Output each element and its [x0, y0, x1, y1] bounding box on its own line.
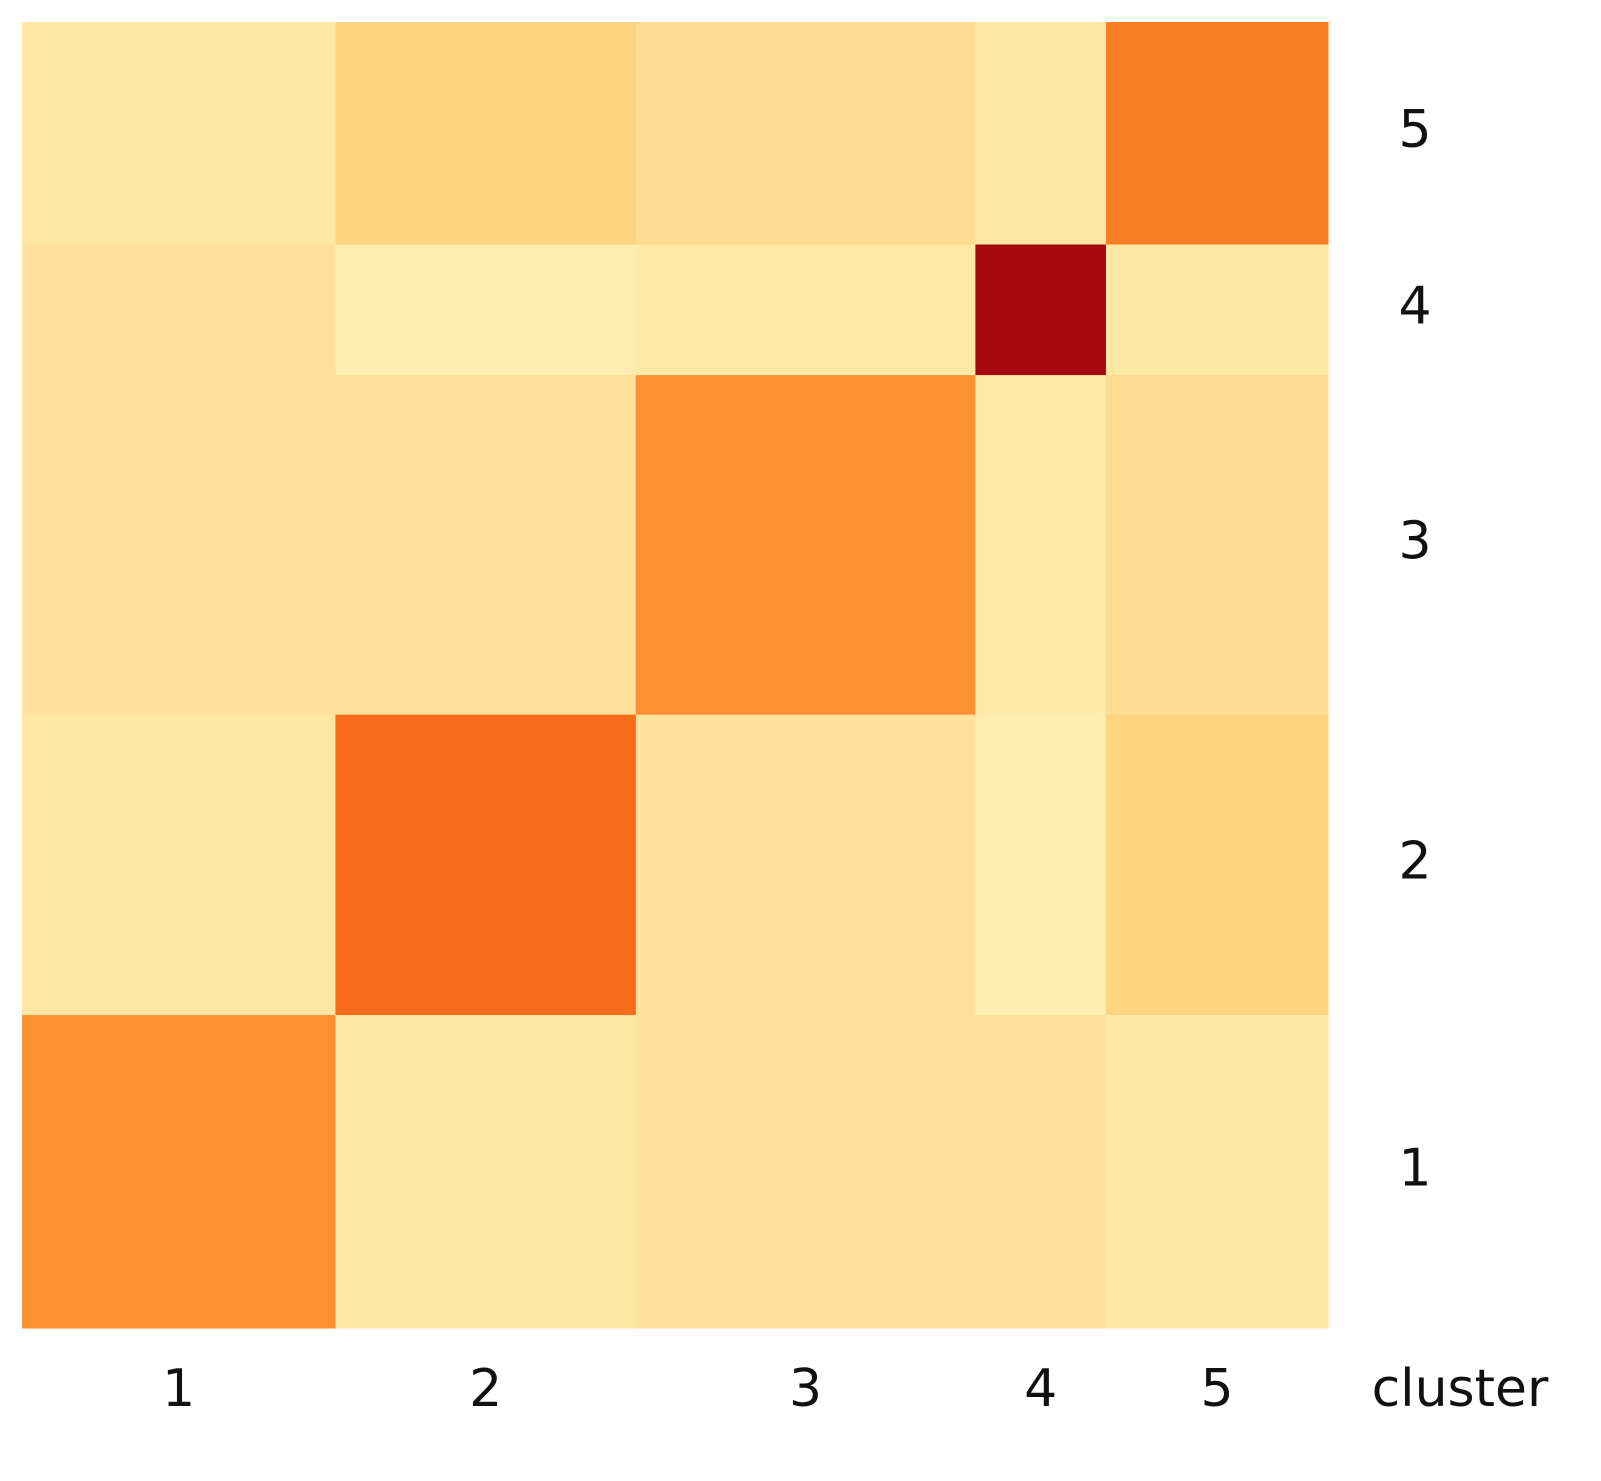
heatmap-cell	[635, 1014, 976, 1329]
y-tick-label: 5	[1398, 100, 1431, 160]
heatmap-cell	[635, 22, 976, 245]
heatmap-cell	[22, 244, 336, 376]
heatmap-cell	[975, 22, 1107, 245]
heatmap-cell	[635, 714, 976, 1016]
heatmap-cell	[1105, 22, 1329, 245]
heatmap-cell	[1105, 374, 1329, 715]
heatmap-cell	[635, 244, 976, 376]
x-tick-label: 4	[1024, 1359, 1057, 1419]
y-tick-label: 1	[1398, 1138, 1431, 1198]
heatmap-cell	[22, 374, 336, 715]
heatmap-cell	[975, 714, 1107, 1016]
axis-label: cluster	[1372, 1359, 1549, 1419]
heatmap-cell	[335, 374, 637, 715]
heatmap-cell	[1105, 1014, 1329, 1329]
heatmap-cell	[975, 1014, 1107, 1329]
y-tick-label: 4	[1398, 276, 1431, 336]
heatmap-cell	[635, 374, 976, 715]
heatmap-cell	[335, 1014, 637, 1329]
heatmap-cell	[22, 1014, 336, 1329]
heatmap-cell	[975, 244, 1107, 376]
heatmap-cell	[22, 22, 336, 245]
y-tick-label: 3	[1398, 511, 1431, 571]
x-tick-label: 2	[469, 1359, 502, 1419]
heatmap-cell	[22, 714, 336, 1016]
heatmap-cell	[1105, 244, 1329, 376]
heatmap-cell	[335, 22, 637, 245]
heatmap-cell	[335, 714, 637, 1016]
x-tick-label: 5	[1200, 1359, 1233, 1419]
x-tick-label: 1	[162, 1359, 195, 1419]
y-tick-label: 2	[1398, 831, 1431, 891]
heatmap-cell	[975, 374, 1107, 715]
heatmap-cell	[335, 244, 637, 376]
heatmap-cell	[1105, 714, 1329, 1016]
x-tick-label: 3	[789, 1359, 822, 1419]
